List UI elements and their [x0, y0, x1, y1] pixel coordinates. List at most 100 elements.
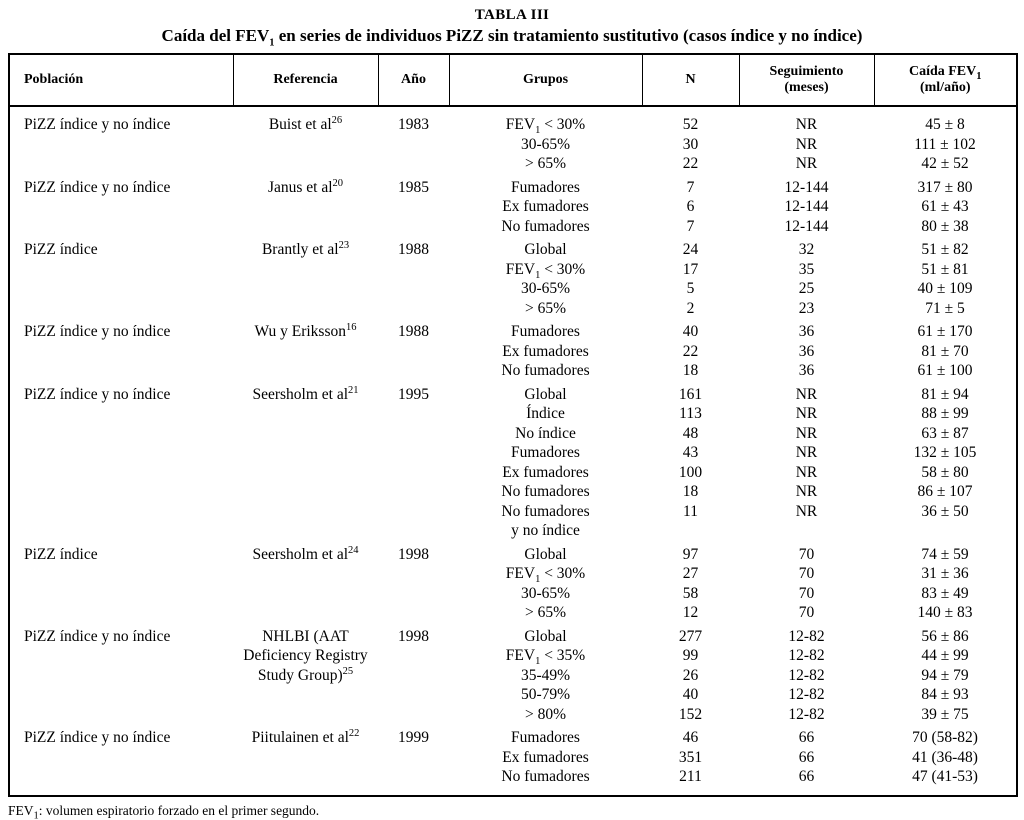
cell-ano: 1998 [398, 627, 429, 645]
table-row: Fumadores 43 NR 132 ± 105 [9, 443, 1017, 463]
cell-referencia [233, 197, 378, 217]
cell-referencia [233, 685, 378, 705]
cell-ano [378, 502, 449, 522]
cell-n: 43 [682, 444, 699, 461]
cell-poblacion [9, 154, 233, 174]
cell-referencia [233, 521, 378, 541]
cell-n: 11 [683, 502, 698, 520]
cell-seguimiento: NR [795, 155, 818, 172]
cell-seguimiento: 70 [798, 604, 815, 621]
cell-referencia: Deficiency Registry [243, 647, 368, 664]
cell-grupos: Ex fumadores [502, 342, 589, 360]
header-n: N [642, 54, 740, 107]
table-row: Deficiency Registry FEV1 < 35% 99 12-82 44 ±… [9, 646, 1017, 667]
cell-seguimiento: 32 [798, 241, 815, 258]
cell-n: 161 [678, 385, 703, 403]
cell-seguimiento: NR [795, 502, 818, 520]
cell-grupos: Fumadores [511, 729, 580, 746]
cell-ano [378, 482, 449, 502]
header-referencia: Referencia [233, 54, 379, 107]
cell-ano [378, 666, 449, 686]
footnote: FEV1: volumen espiratorio forzado en el … [8, 802, 320, 820]
cell-grupos: FEV1 < 30% [505, 116, 586, 137]
cell-n: 6 [686, 198, 695, 215]
cell-grupos: Global [524, 545, 567, 563]
cell-n: 26 [682, 666, 699, 684]
cell-seguimiento: 35 [798, 260, 815, 278]
cell-n: 113 [679, 405, 702, 422]
cell-seguimiento: 36 [798, 342, 815, 360]
cell-n [642, 521, 739, 541]
cell-n: 152 [678, 705, 703, 723]
cell-referencia [233, 424, 378, 444]
cell-ano [378, 154, 449, 174]
table-row: Índice 113 NR 88 ± 99 [9, 404, 1017, 424]
cell-n: 48 [682, 424, 699, 442]
cell-seguimiento [739, 521, 874, 541]
cell-grupos: > 80% [524, 705, 567, 723]
cell-grupos: Ex fumadores [502, 463, 589, 481]
table-row: No fumadores 18 NR 86 ± 107 [9, 482, 1017, 502]
cell-ano: 1985 [398, 178, 429, 196]
table-row: > 65% 22 NR 42 ± 52 [9, 154, 1017, 174]
cell-ano [378, 463, 449, 483]
table-header: Población Referencia Año Grupos N Seguim… [9, 54, 1017, 107]
cell-grupos: Ex fumadores [502, 198, 589, 215]
cell-poblacion [9, 521, 233, 541]
header-seguimiento: Seguimiento (meses) [739, 54, 875, 107]
cell-poblacion [9, 705, 233, 725]
cell-seguimiento: NR [795, 385, 818, 403]
table-row: Study Group)25 35-49% 26 12-82 94 ± 79 [9, 666, 1017, 686]
cell-referencia: Seersholm et al24 [252, 544, 359, 563]
cell-n: 100 [678, 463, 703, 481]
cell-poblacion: PiZZ índice y no índice [24, 323, 171, 340]
cell-poblacion [9, 666, 233, 686]
cell-seguimiento: NR [795, 135, 818, 153]
table-row: PiZZ índice y no índice Janus et al20 1985… [9, 174, 1017, 198]
table-row: > 80% 152 12-82 39 ± 75 [9, 705, 1017, 725]
cell-poblacion [9, 502, 233, 522]
cell-poblacion [9, 404, 233, 424]
cell-ano [378, 135, 449, 155]
table-row: Ex fumadores 351 66 41 (36-48) [9, 748, 1017, 768]
cell-referencia [233, 404, 378, 424]
cell-n: 40 [682, 686, 699, 703]
cell-referencia [233, 463, 378, 483]
table-row: 50-79% 40 12-82 84 ± 93 [9, 685, 1017, 705]
cell-referencia: Buist et al26 [268, 114, 343, 133]
results-table: Población Referencia Año Grupos N Seguim… [8, 53, 1018, 797]
cell-seguimiento: 12-82 [788, 686, 825, 703]
cell-seguimiento: 70 [798, 565, 815, 582]
cell-ano [378, 404, 449, 424]
cell-caida: 70 (58-82) [912, 729, 978, 746]
table-row: No fumadores 11 NR 36 ± 50 [9, 502, 1017, 522]
cell-poblacion: PiZZ índice [24, 241, 98, 258]
cell-grupos: Ex fumadores [502, 748, 589, 766]
cell-referencia [233, 342, 378, 362]
cell-grupos: 35-49% [520, 666, 571, 684]
cell-referencia: Study Group)25 [257, 665, 354, 684]
cell-ano: 1995 [398, 385, 429, 403]
cell-ano [378, 646, 449, 666]
cell-n: 211 [679, 768, 702, 785]
cell-seguimiento: NR [795, 116, 818, 133]
cell-ano [378, 342, 449, 362]
cell-referencia [233, 361, 378, 381]
cell-poblacion: PiZZ índice y no índice [24, 729, 171, 746]
cell-referencia: Janus et al20 [267, 177, 344, 196]
table-row: 30-65% 30 NR 111 ± 102 [9, 135, 1017, 155]
cell-grupos: No fumadores [501, 502, 590, 520]
header-ano: Año [378, 54, 450, 107]
cell-poblacion [9, 135, 233, 155]
cell-ano [378, 260, 449, 280]
cell-caida: 81 ± 70 [921, 342, 969, 360]
cell-poblacion [9, 217, 233, 237]
cell-referencia [233, 502, 378, 522]
cell-referencia: NHLBI (AAT [262, 627, 349, 645]
cell-grupos: FEV1 < 30% [505, 260, 586, 281]
cell-poblacion [9, 463, 233, 483]
cell-referencia [233, 135, 378, 155]
cell-ano [378, 197, 449, 217]
cell-grupos: Índice [526, 405, 565, 422]
